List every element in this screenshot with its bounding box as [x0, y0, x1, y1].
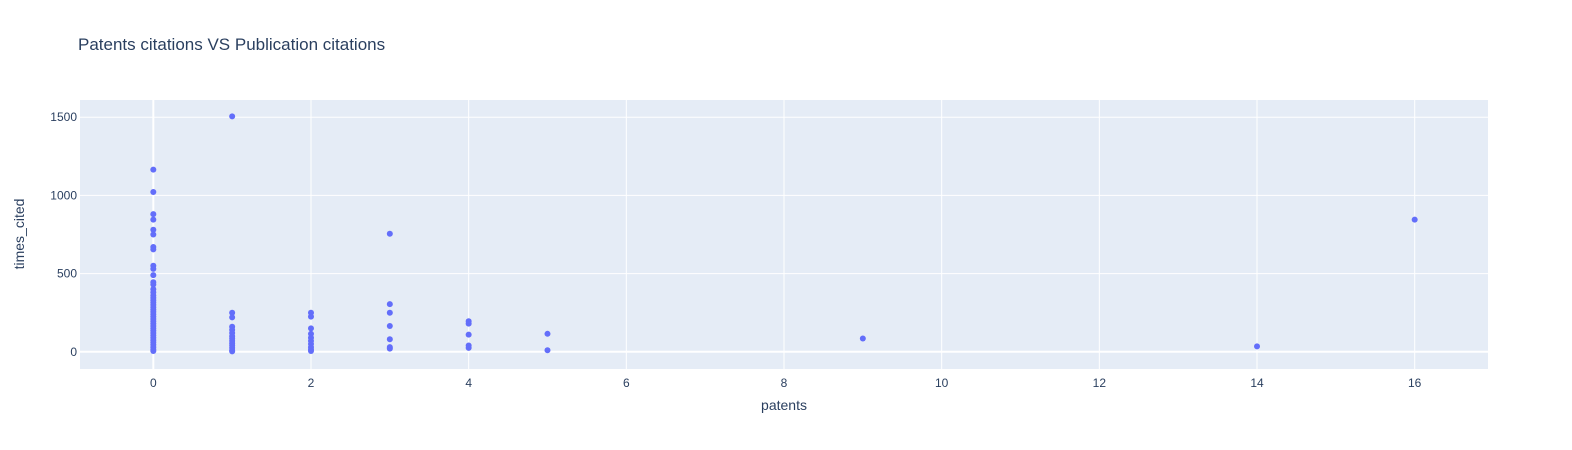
data-point: [150, 189, 156, 195]
data-point: [860, 336, 866, 342]
data-point: [387, 310, 393, 316]
data-point: [387, 346, 393, 352]
data-point: [150, 266, 156, 272]
y-axis-title: times_cited: [11, 199, 27, 270]
chart-title: Patents citations VS Publication citatio…: [78, 35, 385, 54]
data-point: [387, 336, 393, 342]
data-point: [150, 217, 156, 223]
x-axis-title: patents: [761, 397, 807, 413]
data-point: [308, 325, 314, 331]
x-tick-label: 4: [465, 376, 472, 390]
data-point: [387, 301, 393, 307]
data-point: [150, 232, 156, 238]
data-point: [544, 347, 550, 353]
data-point: [466, 332, 472, 338]
y-tick-label: 500: [57, 267, 77, 281]
data-point: [1254, 343, 1260, 349]
x-tick-label: 2: [308, 376, 315, 390]
data-point: [150, 167, 156, 173]
data-point: [544, 331, 550, 337]
data-point: [466, 345, 472, 351]
data-point: [150, 272, 156, 278]
data-point: [308, 314, 314, 320]
data-point: [150, 348, 156, 354]
data-point: [387, 231, 393, 237]
x-tick-label: 10: [935, 376, 949, 390]
x-tick-label: 6: [623, 376, 630, 390]
data-point: [308, 348, 314, 354]
data-point: [229, 113, 235, 119]
data-point: [150, 246, 156, 252]
data-point: [150, 211, 156, 217]
y-tick-label: 1500: [50, 110, 77, 124]
x-tick-label: 0: [150, 376, 157, 390]
data-point: [229, 314, 235, 320]
data-point: [387, 323, 393, 329]
data-point: [229, 348, 235, 354]
x-tick-label: 12: [1093, 376, 1107, 390]
data-point: [1412, 217, 1418, 223]
x-tick-label: 16: [1408, 376, 1422, 390]
data-point: [466, 321, 472, 327]
y-tick-label: 1000: [50, 188, 77, 202]
x-tick-label: 14: [1250, 376, 1264, 390]
y-tick-label: 0: [70, 345, 77, 359]
x-tick-label: 8: [781, 376, 788, 390]
